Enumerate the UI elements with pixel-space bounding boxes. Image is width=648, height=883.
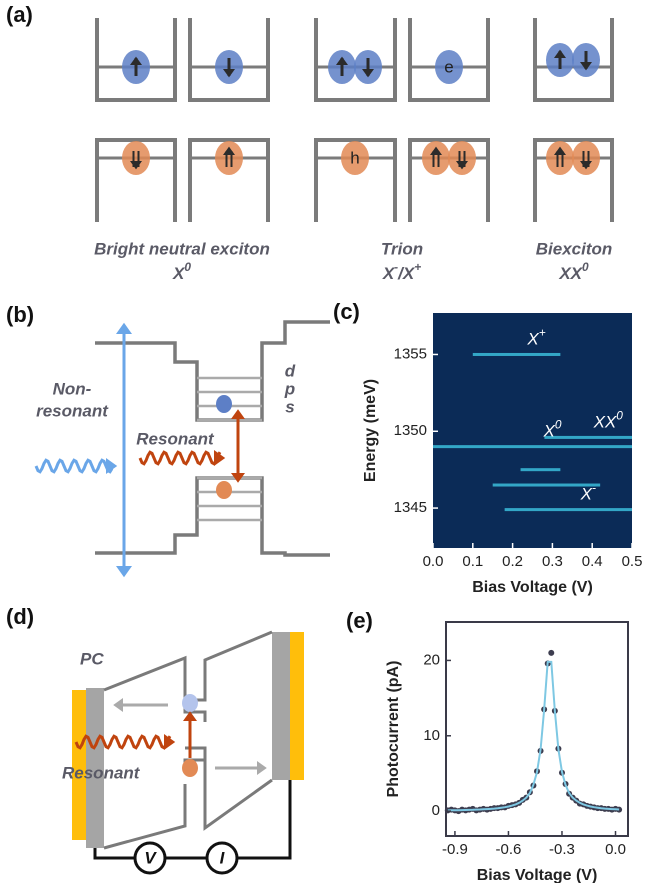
emission-line — [433, 445, 632, 448]
arrow-head — [257, 761, 267, 775]
band — [95, 525, 330, 555]
level-label: d — [285, 361, 296, 380]
arrow-head — [116, 323, 132, 334]
symbol-part: XX — [558, 264, 583, 283]
label-pc: PC — [80, 649, 104, 668]
symbol-part: 0 — [184, 260, 191, 274]
label-nonres: Non- — [53, 379, 92, 398]
x-tick-label: -0.3 — [549, 841, 575, 858]
symbol-part: 0 — [616, 409, 623, 423]
body: (a) (b) (d) ehBright neutral excitonX0Tr… — [0, 0, 648, 883]
meter-label: V — [144, 848, 157, 867]
x-axis-label: Bias Voltage (V) — [472, 579, 593, 596]
x-tick-label: 0.0 — [605, 841, 626, 858]
carrier — [216, 481, 232, 499]
label-res: Resonant — [62, 763, 141, 782]
arrow-head — [116, 566, 132, 577]
symbol-part: X — [526, 330, 539, 349]
plot-frame — [446, 622, 628, 836]
carrier — [422, 141, 450, 175]
x-tick-label: 0.2 — [502, 553, 523, 570]
x-tick-label: 0.0 — [423, 553, 444, 570]
x-tick-label: 0.3 — [542, 553, 563, 570]
dot-well — [197, 372, 262, 525]
symbol-part: 0 — [555, 418, 562, 432]
carrier — [182, 694, 198, 712]
x-tick-label: -0.6 — [496, 841, 522, 858]
carrier — [215, 141, 243, 175]
symbol-part: + — [539, 326, 546, 340]
hole-label: h — [350, 148, 359, 167]
label-res: Resonant — [136, 429, 215, 448]
page: Figure { "panel_a": { "label": "(a)", "e… — [0, 0, 648, 883]
electron-label: e — [444, 57, 453, 76]
arrow-head — [231, 409, 245, 419]
caption-title: Biexciton — [536, 239, 613, 258]
arrow-head — [113, 698, 123, 712]
carrier — [572, 141, 600, 175]
panel-label: (d) — [6, 604, 34, 629]
panel-label: (c) — [333, 299, 360, 324]
band — [185, 632, 272, 828]
carrier — [182, 759, 198, 777]
level-label: p — [284, 379, 295, 398]
wave — [36, 460, 112, 472]
emission-line — [521, 468, 561, 471]
carrier — [448, 141, 476, 175]
contact — [272, 632, 290, 780]
y-tick-label: 10 — [423, 727, 440, 744]
symbol-part: 0 — [582, 260, 589, 274]
well — [316, 18, 395, 100]
symbol: X-/X+ — [382, 260, 421, 283]
x-tick-label: 0.5 — [622, 553, 643, 570]
y-axis-label: Photocurrent (pA) — [385, 661, 402, 798]
electrode — [290, 632, 304, 780]
x-tick-label: 0.4 — [582, 553, 603, 570]
carrier — [546, 141, 574, 175]
level-label: s — [285, 397, 294, 416]
symbol-part: X — [543, 422, 556, 441]
y-tick-label: 1350 — [394, 422, 427, 439]
emission-line — [505, 508, 632, 511]
data-point — [548, 650, 554, 656]
emission-line — [544, 436, 632, 439]
symbol: XX0 — [558, 260, 589, 283]
symbol-part: - — [592, 481, 596, 495]
y-tick-label: 20 — [423, 651, 440, 668]
emission-line — [473, 353, 561, 356]
x-axis-label: Bias Voltage (V) — [477, 867, 598, 883]
y-tick-label: 0 — [432, 802, 440, 819]
symbol-part: + — [414, 260, 421, 274]
symbol-part: /X — [397, 264, 416, 283]
symbol: X0 — [172, 260, 191, 283]
label-nonres: resonant — [36, 401, 109, 420]
symbol-part: XX — [593, 413, 617, 432]
carrier — [216, 395, 232, 413]
caption-title: Bright neutral exciton — [94, 239, 270, 258]
y-tick-label: 1345 — [394, 499, 427, 516]
panel-label: (b) — [6, 302, 34, 327]
caption-title: Trion — [381, 239, 423, 258]
wave — [140, 452, 220, 464]
x-tick-label: 0.1 — [462, 553, 483, 570]
figure: (a) (b) (d) ehBright neutral excitonX0Tr… — [0, 0, 648, 883]
symbol-part: X — [580, 485, 593, 504]
y-tick-label: 1355 — [394, 345, 427, 362]
x-tick-label: -0.9 — [442, 841, 468, 858]
wire — [95, 780, 290, 858]
panel-label: (e) — [346, 608, 373, 633]
y-axis-label: Energy (meV) — [362, 379, 379, 482]
panel-label: (a) — [6, 2, 33, 27]
carrier — [122, 141, 150, 175]
